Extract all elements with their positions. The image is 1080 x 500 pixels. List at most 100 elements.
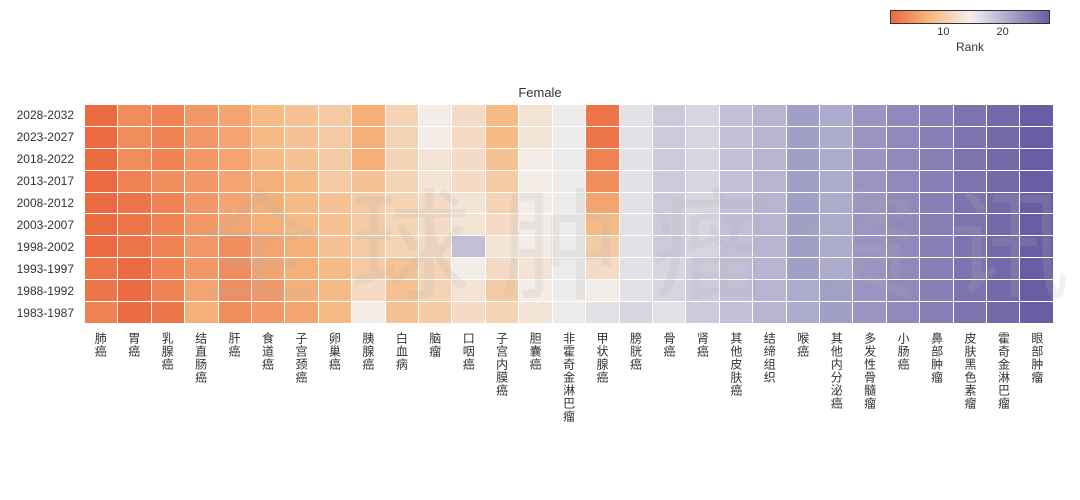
heatmap-cell (218, 258, 251, 280)
heatmap-cell (652, 280, 685, 302)
legend-tick: 10 (937, 26, 949, 38)
heatmap-cell (953, 280, 986, 302)
heatmap-cell (819, 302, 852, 324)
heatmap-cell (419, 236, 452, 258)
heatmap-cell (151, 148, 184, 170)
heatmap-cell (519, 126, 552, 148)
heatmap-cell (719, 126, 752, 148)
heatmap-cell (686, 214, 719, 236)
heatmap-cell (285, 280, 318, 302)
heatmap-cell (552, 280, 585, 302)
heatmap-cell (218, 148, 251, 170)
heatmap-cell (686, 105, 719, 127)
heatmap-cell (485, 280, 518, 302)
heatmap-cell (920, 214, 953, 236)
heatmap-cell (419, 105, 452, 127)
heatmap-cell (786, 258, 819, 280)
heatmap-cell (819, 214, 852, 236)
heatmap-cell (218, 280, 251, 302)
heatmap-cell (819, 105, 852, 127)
heatmap-cell (853, 170, 886, 192)
heatmap-cell (753, 236, 786, 258)
heatmap-cell (519, 236, 552, 258)
heatmap-cell (853, 214, 886, 236)
heatmap-cell (753, 214, 786, 236)
heatmap-cell (953, 236, 986, 258)
x-axis-label: 胆囊癌 (519, 328, 552, 488)
heatmap-cell (920, 192, 953, 214)
heatmap-cell (953, 170, 986, 192)
heatmap-cell (352, 192, 385, 214)
heatmap-cell (719, 170, 752, 192)
x-axis-label: 多发性骨髓瘤 (853, 328, 886, 488)
heatmap-cell (485, 258, 518, 280)
heatmap-cell (686, 126, 719, 148)
heatmap-cell (853, 280, 886, 302)
heatmap-cell (953, 258, 986, 280)
heatmap-cell (151, 192, 184, 214)
heatmap-cell (819, 236, 852, 258)
heatmap-cell (419, 126, 452, 148)
heatmap-cell (853, 105, 886, 127)
heatmap-cell (118, 258, 151, 280)
heatmap-cell (285, 258, 318, 280)
heatmap-cell (619, 258, 652, 280)
x-axis-label: 肾癌 (686, 328, 719, 488)
heatmap-cell (786, 236, 819, 258)
heatmap-cell (786, 148, 819, 170)
heatmap-cell (986, 126, 1019, 148)
heatmap-cell (586, 258, 619, 280)
heatmap-cell (485, 170, 518, 192)
heatmap-cell (986, 236, 1019, 258)
heatmap-cell (786, 302, 819, 324)
heatmap-cell (953, 148, 986, 170)
heatmap-cell (118, 236, 151, 258)
heatmap-cell (185, 258, 218, 280)
heatmap-cell (285, 236, 318, 258)
heatmap-cell (185, 148, 218, 170)
heatmap-cell (719, 280, 752, 302)
heatmap-cell (118, 214, 151, 236)
heatmap-cell (218, 302, 251, 324)
heatmap-cell (586, 148, 619, 170)
heatmap-cell (285, 126, 318, 148)
heatmap-cell (652, 148, 685, 170)
y-axis-label: 2008-2012 (0, 192, 80, 214)
x-axis-label: 其他内分泌癌 (820, 328, 853, 488)
heatmap-cell (986, 148, 1019, 170)
heatmap-cell (385, 192, 418, 214)
heatmap-cell (452, 126, 485, 148)
heatmap-cell (385, 105, 418, 127)
x-axis-label: 卵巢癌 (318, 328, 351, 488)
heatmap-cell (385, 126, 418, 148)
legend-label: Rank (890, 40, 1050, 54)
heatmap-cell (853, 126, 886, 148)
heatmap-cell (118, 105, 151, 127)
heatmap-cell (285, 170, 318, 192)
heatmap-cell (920, 302, 953, 324)
heatmap-cell (452, 214, 485, 236)
heatmap-cell (686, 148, 719, 170)
heatmap-cell (953, 126, 986, 148)
heatmap-cell (719, 214, 752, 236)
heatmap-cell (185, 126, 218, 148)
x-axis-label: 其他皮肤癌 (720, 328, 753, 488)
heatmap-cell (1020, 105, 1054, 127)
heatmap-cell (619, 280, 652, 302)
heatmap-cell (185, 236, 218, 258)
heatmap-cell (586, 126, 619, 148)
heatmap-cell (586, 192, 619, 214)
heatmap-cell (185, 214, 218, 236)
heatmap-cell (652, 214, 685, 236)
heatmap-cell (218, 170, 251, 192)
heatmap-cell (318, 170, 351, 192)
heatmap-cell (853, 258, 886, 280)
heatmap-cell (920, 170, 953, 192)
heatmap-cell (352, 126, 385, 148)
heatmap-cell (753, 105, 786, 127)
heatmap-cell (452, 170, 485, 192)
heatmap-cell (419, 280, 452, 302)
heatmap-cell (452, 236, 485, 258)
heatmap-cell (886, 302, 919, 324)
heatmap-cell (485, 302, 518, 324)
